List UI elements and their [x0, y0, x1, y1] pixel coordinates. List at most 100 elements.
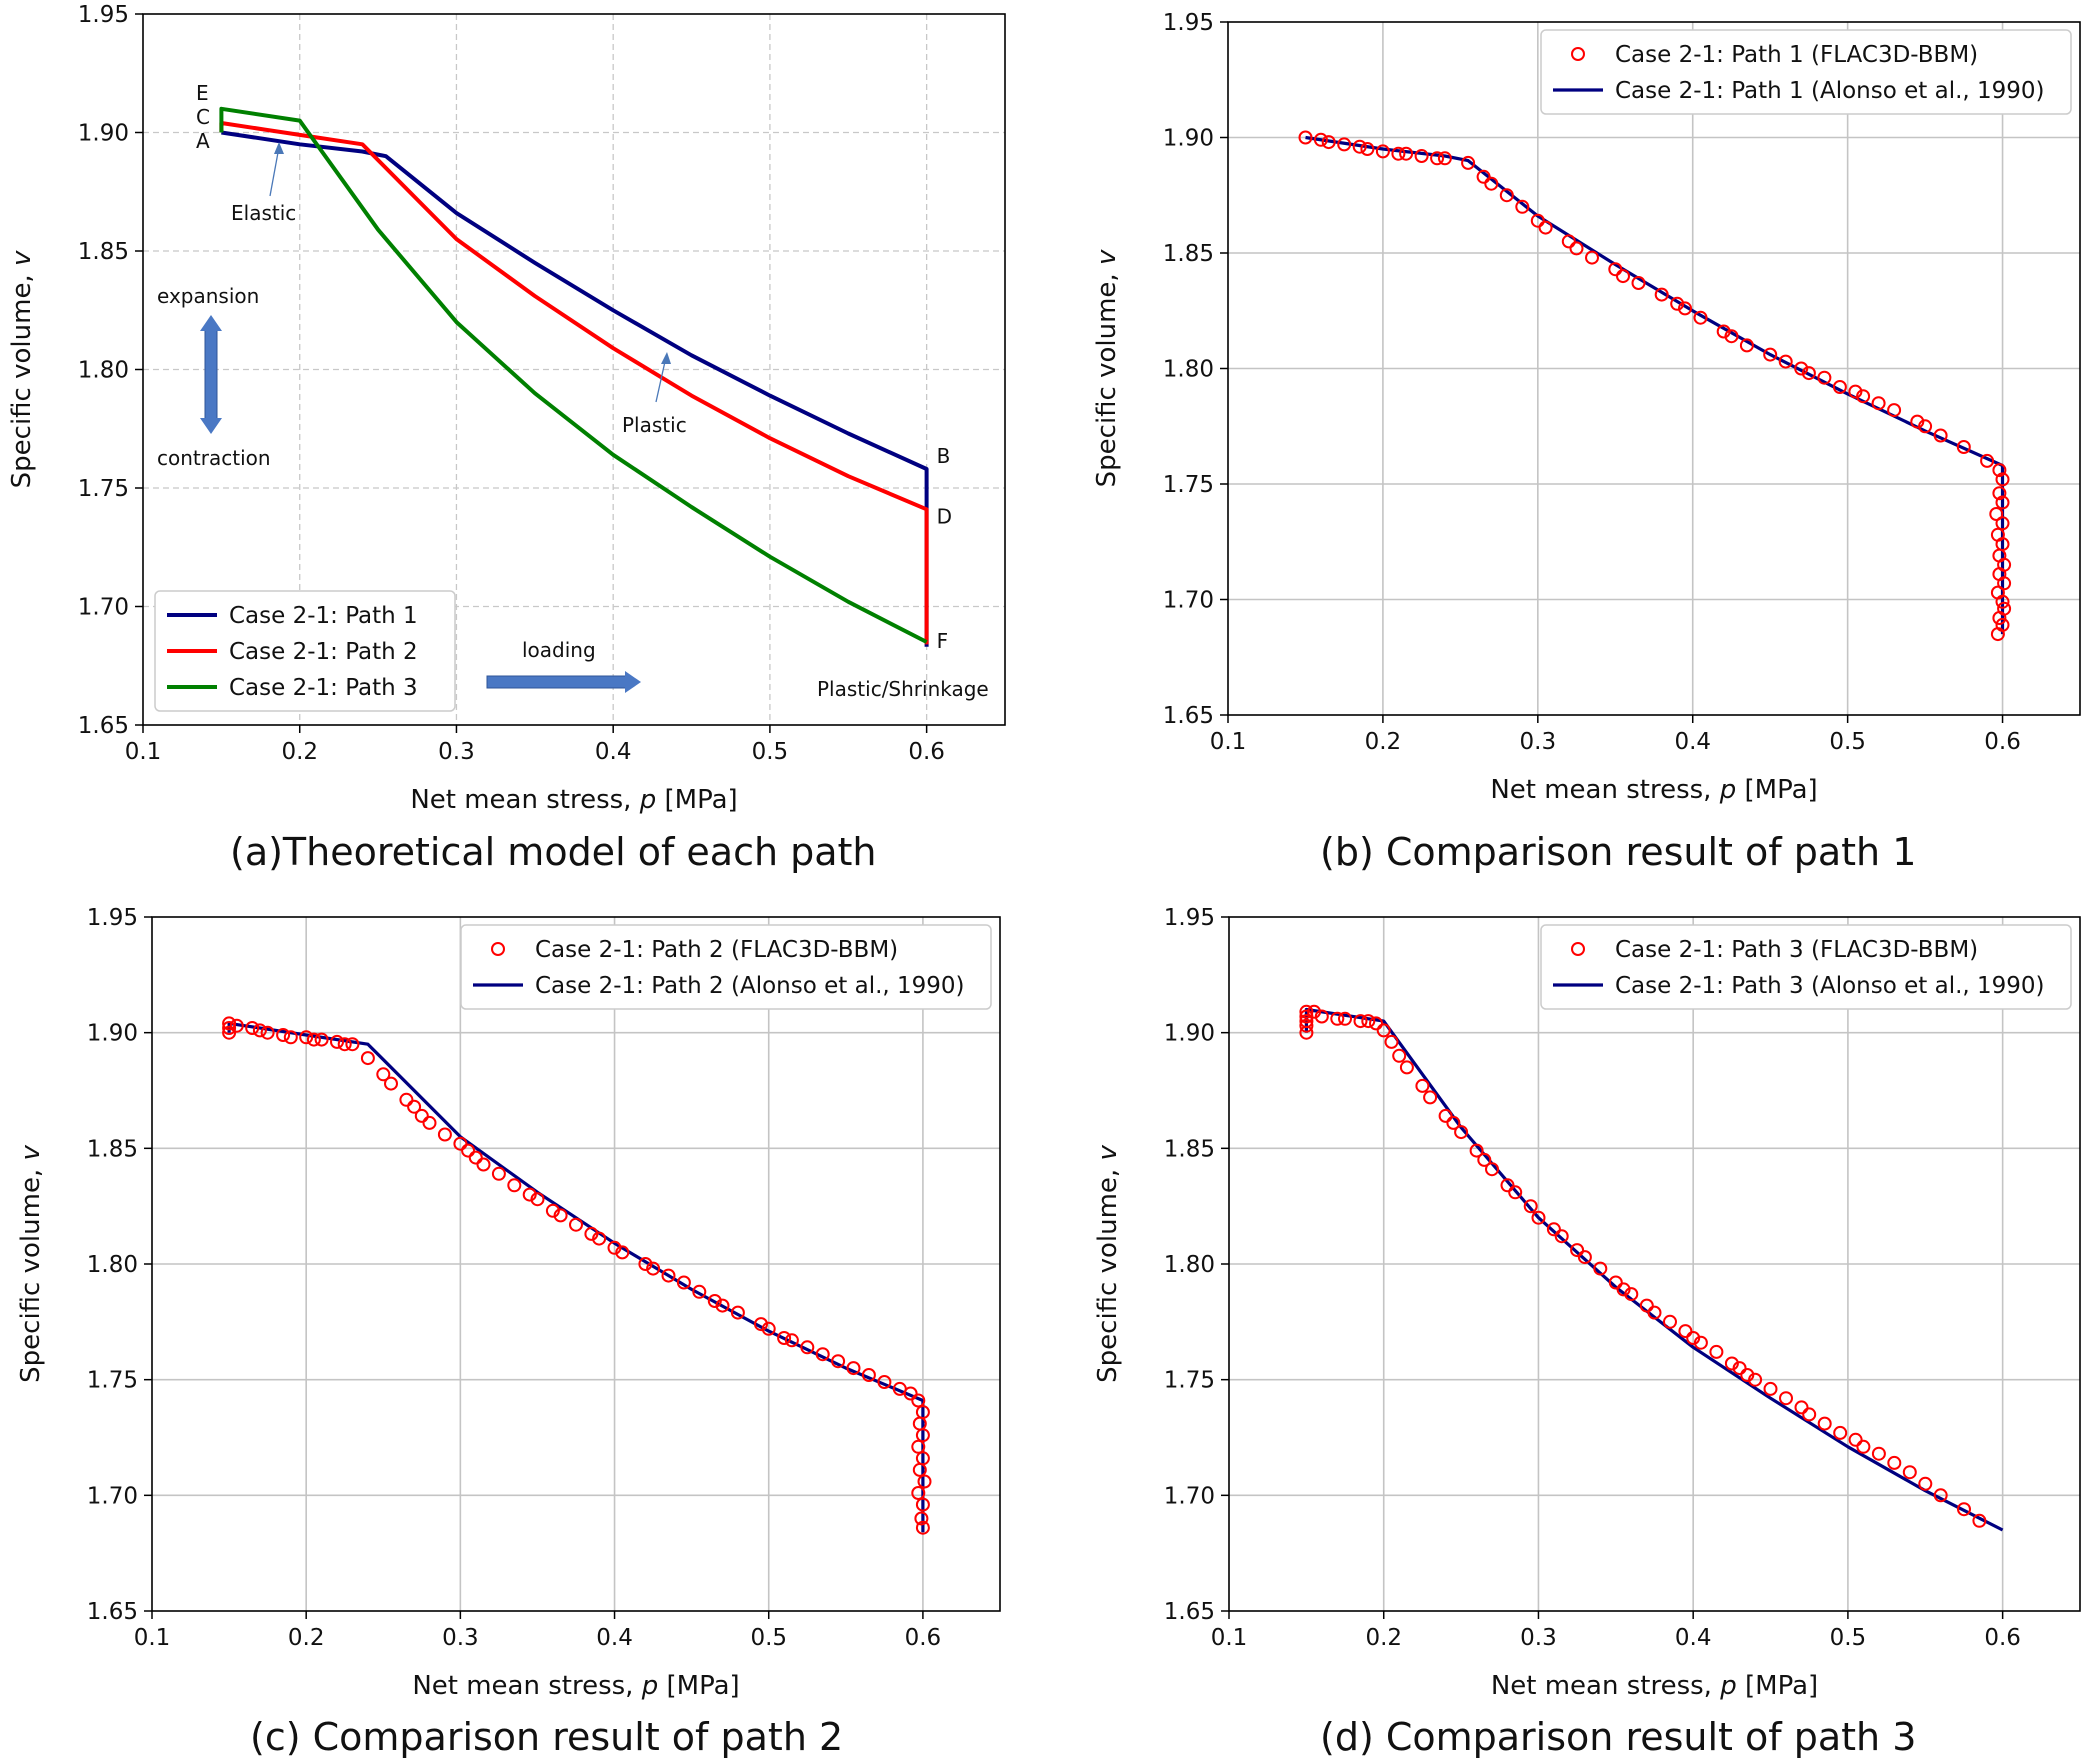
legend-label-line: Case 2-1: Path 1 (Alonso et al., 1990): [1615, 78, 2045, 104]
x-tick-label: 0.4: [595, 739, 632, 765]
data-point-marker: [1989, 507, 2004, 521]
legend-label-line: Case 2-1: Path 2 (Alonso et al., 1990): [535, 973, 965, 999]
plot-frame: [151, 916, 1001, 1612]
data-point-marker: [1802, 1407, 1817, 1422]
data-point-marker: [1992, 486, 2007, 501]
data-point-marker: [1871, 1446, 1886, 1461]
data-point-marker: [831, 1354, 846, 1369]
x-axis-label: Net mean stress, p [MPa]: [1490, 775, 1817, 805]
data-point-marker: [676, 1275, 691, 1290]
point-label-a: A: [196, 129, 210, 153]
data-point-marker: [915, 1520, 930, 1535]
data-point-marker: [407, 1099, 422, 1114]
x-tick-label: 0.5: [750, 1625, 787, 1651]
data-point-marker: [476, 1157, 491, 1172]
x-axis-label: Net mean stress, p [MPa]: [1491, 1671, 1818, 1701]
contraction-arrowhead: [200, 418, 222, 434]
x-axis-label: Net mean stress, p [MPa]: [410, 785, 737, 815]
data-point-marker: [1624, 1287, 1639, 1302]
data-point-marker: [569, 1217, 583, 1232]
y-tick-label: 1.75: [87, 1368, 138, 1394]
data-point-marker: [1678, 301, 1692, 316]
data-point-marker: [384, 1076, 398, 1091]
data-point-marker: [222, 1021, 237, 1035]
data-point-marker: [1693, 1335, 1708, 1350]
data-point-marker: [1430, 151, 1445, 166]
y-axis-label: Specific volume, v: [16, 1145, 46, 1383]
legend-label: Case 2-1: Path 3: [229, 675, 418, 701]
data-point-marker: [1763, 347, 1778, 362]
y-tick-label: 1.80: [87, 1252, 138, 1278]
x-tick-label: 0.3: [438, 739, 475, 765]
data-point-marker: [638, 1257, 653, 1271]
caption-c: (c) Comparison result of path 2: [250, 1715, 844, 1759]
data-point-marker: [1670, 296, 1685, 311]
data-point-marker: [1298, 130, 1313, 145]
data-point-marker: [692, 1284, 707, 1299]
data-point-marker: [376, 1067, 391, 1082]
legend-marker: [491, 942, 505, 956]
x-tick-label: 0.6: [908, 739, 945, 765]
data-point-marker: [800, 1340, 815, 1355]
x-tick-label: 0.1: [134, 1625, 171, 1651]
data-point-marker: [1321, 135, 1336, 150]
model-line: [1305, 135, 2005, 635]
point-label-d: D: [937, 504, 952, 528]
y-tick-label: 1.85: [1163, 241, 1214, 267]
data-point-marker: [399, 1092, 414, 1107]
shrinkage-label: Plastic/Shrinkage: [817, 677, 989, 701]
x-tick-label: 0.4: [1675, 1625, 1712, 1651]
x-tick-label: 0.3: [1520, 1625, 1557, 1651]
data-point-marker: [1530, 213, 1545, 228]
data-point-marker: [1569, 241, 1584, 256]
loading-arrow-shaft: [486, 675, 628, 689]
y-tick-label: 1.90: [78, 121, 129, 147]
data-point-marker: [917, 1474, 932, 1489]
data-point-marker: [1399, 1060, 1414, 1075]
data-point-marker: [846, 1361, 861, 1376]
data-point-marker: [337, 1037, 352, 1052]
data-point-marker: [422, 1115, 437, 1130]
data-point-marker: [1739, 338, 1754, 353]
y-tick-label: 1.80: [1163, 357, 1214, 383]
plot-frame: [1228, 916, 2081, 1612]
data-point-marker: [1423, 1090, 1438, 1105]
data-point-marker: [1313, 132, 1328, 147]
data-point-marker: [507, 1178, 522, 1193]
data-point-marker: [1499, 188, 1514, 203]
x-tick-label: 0.4: [1674, 729, 1711, 755]
data-point-marker: [1485, 1162, 1499, 1177]
data-point-marker: [1616, 1282, 1631, 1297]
data-point-marker: [1369, 1016, 1383, 1031]
plastic-arrow-line: [655, 356, 667, 403]
chart-panel-a: 0.1 0.2 0.3 0.4 0.5 0.6 1.65 1.70 1.75 1.80 1.85 1.…: [78, 2, 1006, 765]
data-point-marker: [1902, 1465, 1917, 1480]
data-point-marker: [468, 1150, 483, 1165]
data-point-marker: [1299, 1004, 1314, 1019]
data-point-marker: [1801, 366, 1816, 381]
y-tick-label: 1.65: [87, 1599, 138, 1625]
data-point-marker: [1833, 1425, 1848, 1440]
y-tick-label: 1.95: [87, 905, 138, 931]
legend-marker: [1571, 47, 1585, 61]
y-tick-label: 1.85: [87, 1136, 138, 1162]
data-point-marker: [345, 1037, 360, 1052]
y-tick-label: 1.70: [87, 1483, 138, 1509]
data-point-marker: [1933, 1488, 1948, 1503]
data-point-marker: [911, 1393, 926, 1408]
x-tick-label: 0.5: [752, 739, 789, 765]
data-point-marker: [1748, 1372, 1763, 1387]
elastic-arrow-line: [269, 146, 280, 197]
data-point-marker: [437, 1127, 452, 1142]
data-point-marker: [1817, 370, 1832, 385]
data-point-marker: [1461, 155, 1476, 170]
x-tick-label: 0.2: [288, 1625, 325, 1651]
plot-frame: [1227, 21, 2081, 716]
data-point-marker: [1918, 1476, 1933, 1491]
legend-label-line: Case 2-1: Path 3 (Alonso et al., 1990): [1615, 973, 2045, 999]
data-point-marker: [1360, 142, 1375, 156]
data-point-marker: [330, 1034, 344, 1049]
data-point-marker: [1477, 1152, 1492, 1167]
model-line: [1304, 1007, 2004, 1532]
